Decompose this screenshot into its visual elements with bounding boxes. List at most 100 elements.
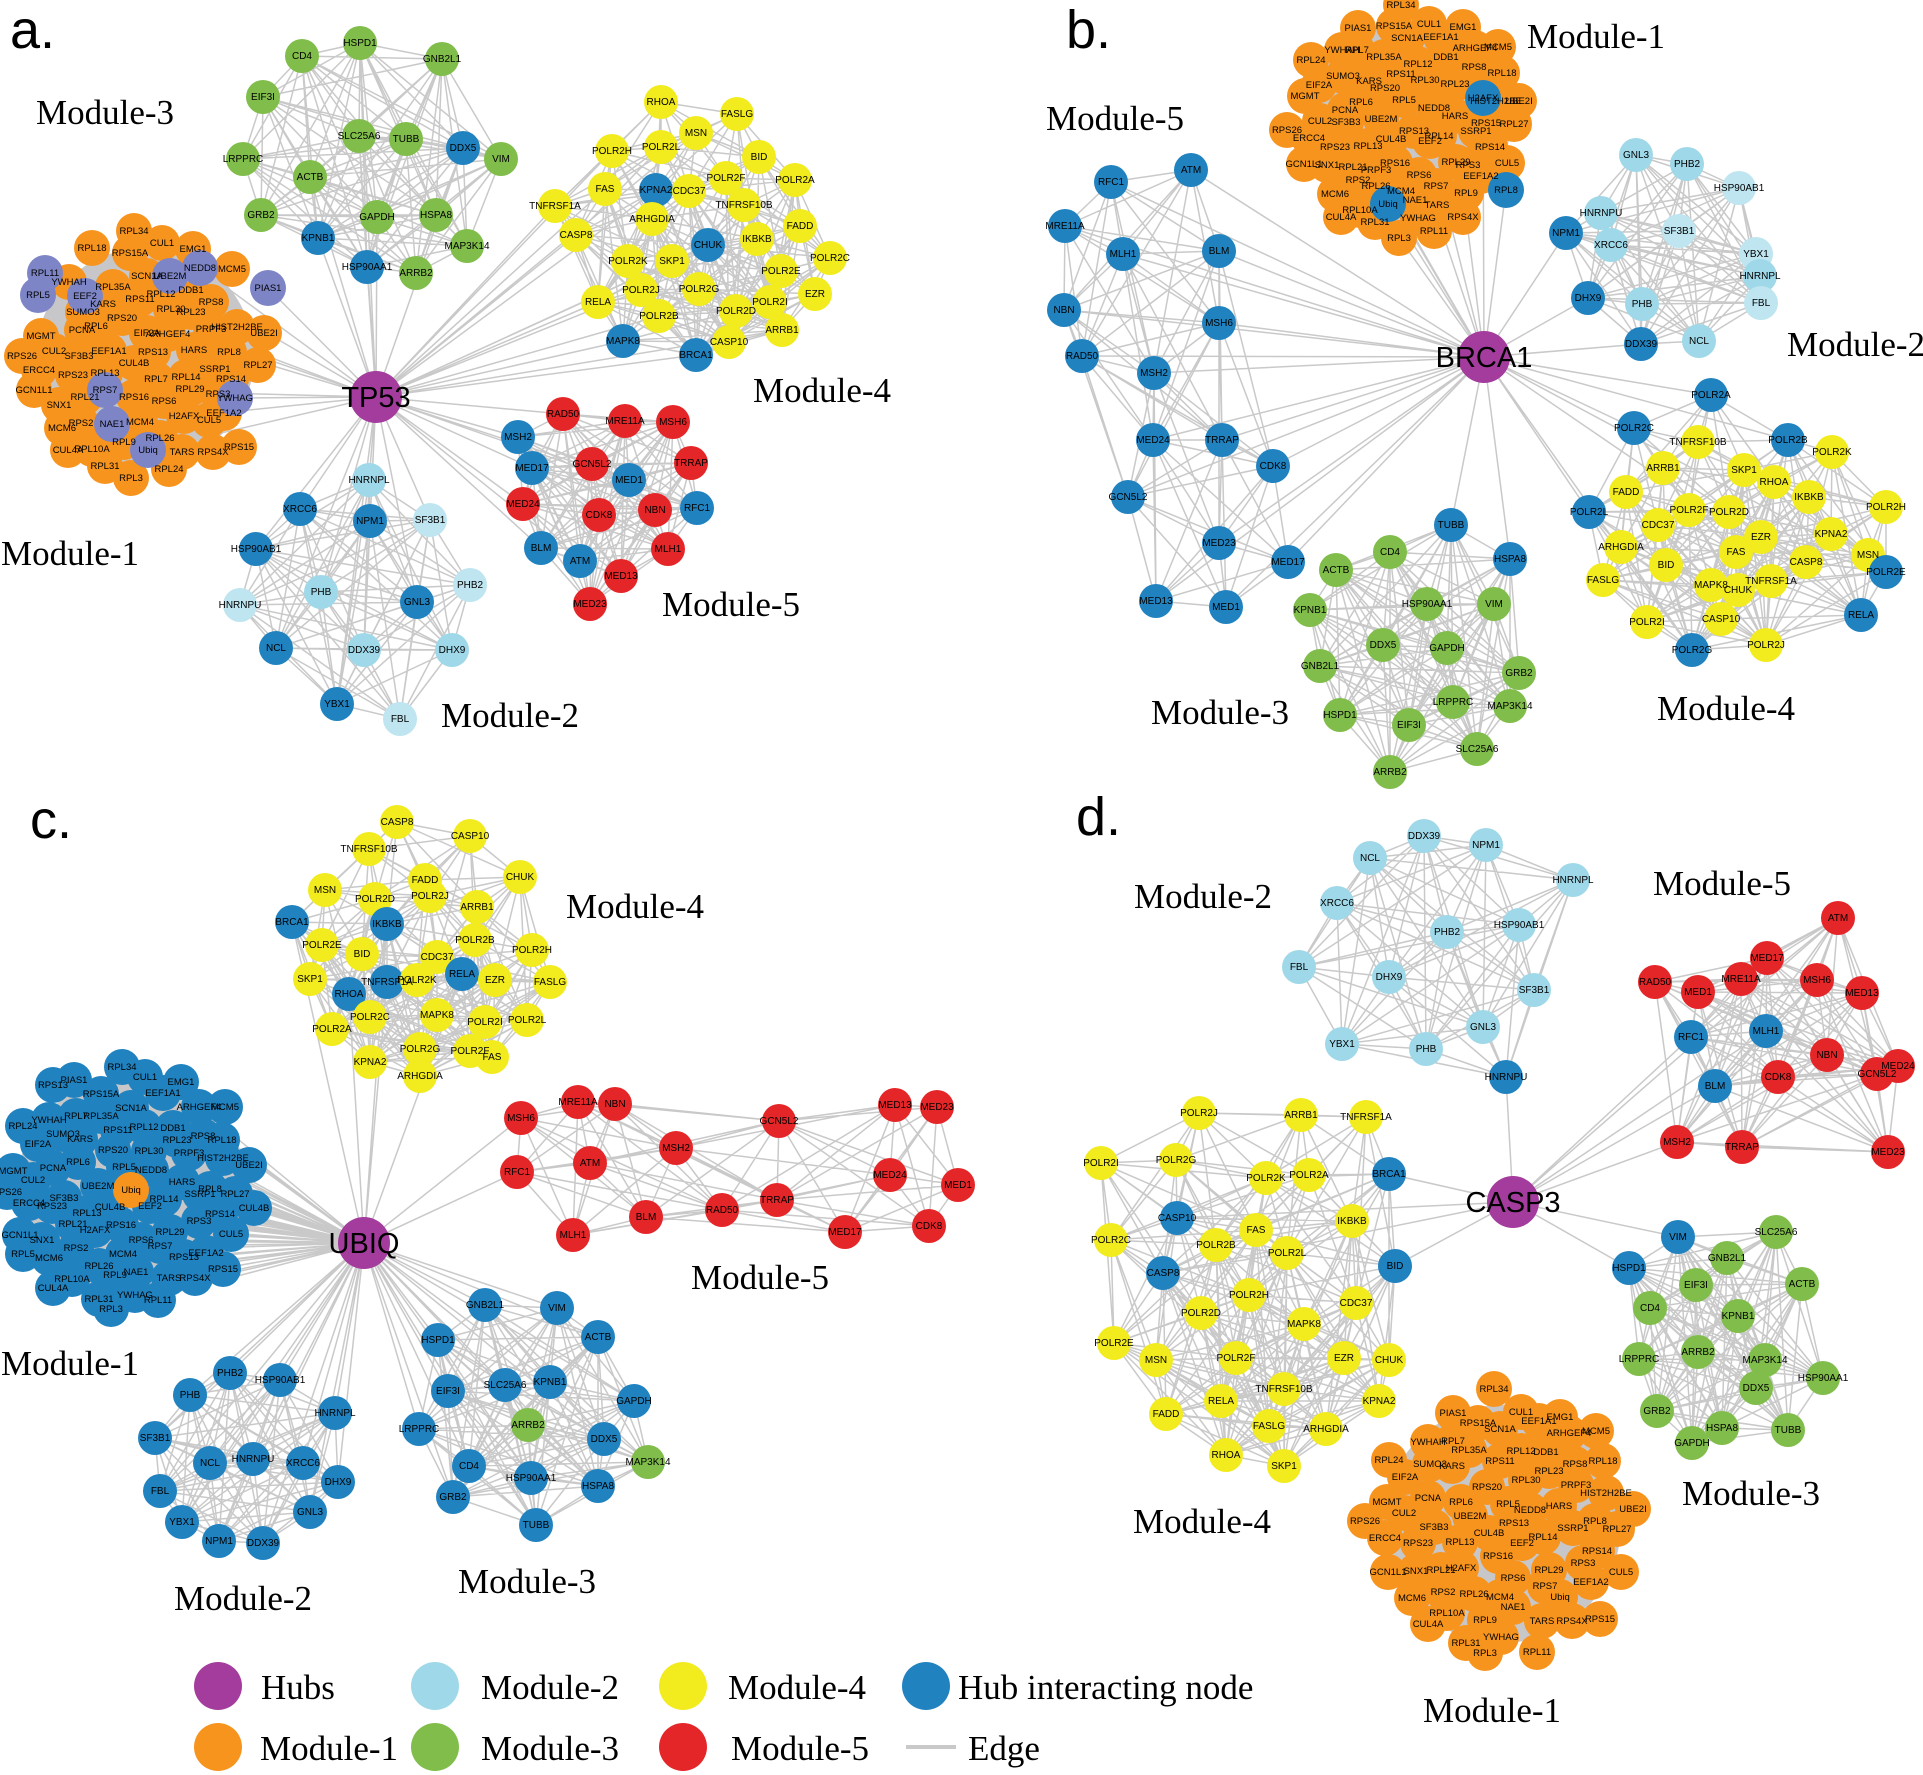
svg-text:MLH1: MLH1 [1753, 1026, 1780, 1037]
svg-text:SCN1A: SCN1A [115, 1103, 147, 1114]
svg-text:TNFRSF10B: TNFRSF10B [1669, 437, 1727, 448]
svg-text:DHX9: DHX9 [325, 1477, 352, 1488]
svg-text:Module-3: Module-3 [36, 93, 174, 132]
svg-text:ARHGEF4: ARHGEF4 [177, 1102, 222, 1113]
svg-text:RPS4X: RPS4X [197, 447, 229, 458]
svg-text:BRCA1: BRCA1 [275, 917, 309, 928]
svg-text:SCN1A: SCN1A [131, 271, 163, 282]
svg-text:POLR2L: POLR2L [642, 142, 681, 153]
svg-text:GNB2L1: GNB2L1 [1301, 661, 1340, 672]
svg-text:CASP10: CASP10 [451, 831, 490, 842]
svg-text:CD4: CD4 [1380, 547, 1400, 558]
svg-text:MCM5: MCM5 [1484, 42, 1512, 53]
svg-text:NPM1: NPM1 [1552, 228, 1580, 239]
svg-text:ERCC4: ERCC4 [1293, 133, 1325, 144]
svg-text:CDK8: CDK8 [586, 510, 613, 521]
svg-text:RPL21: RPL21 [58, 1219, 87, 1230]
svg-text:MSH2: MSH2 [1663, 1137, 1691, 1148]
svg-text:SNX1: SNX1 [1404, 1566, 1429, 1577]
svg-text:RPS2: RPS2 [64, 1243, 89, 1254]
svg-text:HSPD1: HSPD1 [1323, 710, 1357, 721]
svg-text:POLR2C: POLR2C [1091, 1235, 1131, 1246]
svg-text:CDC37: CDC37 [1340, 1298, 1373, 1309]
svg-text:KPNA2: KPNA2 [1363, 1396, 1396, 1407]
svg-text:RPL34: RPL34 [107, 1062, 136, 1073]
svg-text:RPL18: RPL18 [1487, 68, 1516, 79]
svg-text:Hub interacting node: Hub interacting node [958, 1668, 1253, 1707]
svg-text:Module-1: Module-1 [1, 534, 139, 573]
svg-text:SKP1: SKP1 [1731, 465, 1757, 476]
svg-text:EEF1A2: EEF1A2 [206, 408, 241, 419]
svg-text:VIM: VIM [1485, 599, 1503, 610]
svg-text:MAPK8: MAPK8 [1287, 1319, 1321, 1330]
svg-text:RPS11: RPS11 [1386, 69, 1415, 80]
svg-text:HSPA8: HSPA8 [1706, 1423, 1738, 1434]
svg-text:CHUK: CHUK [506, 872, 535, 883]
svg-text:IKBKB: IKBKB [742, 234, 772, 245]
svg-text:XRCC6: XRCC6 [1320, 898, 1354, 909]
svg-text:RPS13: RPS13 [169, 1252, 199, 1263]
svg-text:MCM5: MCM5 [211, 1102, 239, 1113]
svg-text:RPS8: RPS8 [199, 297, 224, 308]
svg-text:MLH1: MLH1 [560, 1230, 587, 1241]
svg-text:POLR2D: POLR2D [355, 894, 395, 905]
svg-text:UBE2M: UBE2M [154, 271, 187, 282]
svg-text:RPS7: RPS7 [1533, 1581, 1558, 1592]
svg-text:MED24: MED24 [506, 499, 540, 510]
svg-text:LRPPRC: LRPPRC [223, 154, 264, 165]
svg-text:RPS15A: RPS15A [112, 248, 149, 259]
svg-text:RPS23: RPS23 [1403, 1538, 1433, 1549]
svg-text:RPL24: RPL24 [8, 1121, 37, 1132]
svg-text:NAE1: NAE1 [1501, 1602, 1526, 1613]
svg-text:RFC1: RFC1 [684, 503, 711, 514]
svg-text:HSPA8: HSPA8 [420, 210, 452, 221]
svg-text:RPL21: RPL21 [70, 392, 99, 403]
svg-text:KPNB1: KPNB1 [534, 1377, 567, 1388]
svg-text:SLC25A6: SLC25A6 [1755, 1227, 1798, 1238]
svg-text:RPS6: RPS6 [1501, 1573, 1526, 1584]
svg-text:MED23: MED23 [1871, 1147, 1905, 1158]
svg-text:LRPPRC: LRPPRC [1619, 1354, 1660, 1365]
svg-text:RPL12: RPL12 [1403, 59, 1432, 70]
svg-text:RPL35A: RPL35A [95, 282, 131, 293]
svg-text:POLR2L: POLR2L [1268, 1248, 1307, 1259]
svg-text:DHX9: DHX9 [439, 645, 466, 656]
svg-text:NCL: NCL [1689, 336, 1709, 347]
svg-text:H2AFX: H2AFX [169, 411, 200, 422]
svg-text:RPL13: RPL13 [1445, 1537, 1474, 1548]
svg-text:KPNB1: KPNB1 [302, 233, 335, 244]
svg-text:FBL: FBL [1752, 298, 1771, 309]
svg-text:DDX39: DDX39 [1625, 339, 1658, 350]
svg-text:XRCC6: XRCC6 [1594, 240, 1628, 251]
svg-text:PIAS1: PIAS1 [255, 283, 282, 294]
svg-text:POLR2I: POLR2I [752, 297, 788, 308]
svg-text:NAE1: NAE1 [100, 419, 125, 430]
svg-text:RPL14: RPL14 [1424, 131, 1453, 142]
svg-text:ERCC4: ERCC4 [23, 365, 55, 376]
svg-text:POLR2D: POLR2D [716, 306, 756, 317]
svg-text:H2AFX: H2AFX [1468, 93, 1499, 104]
svg-text:ERCC4: ERCC4 [1369, 1533, 1401, 1544]
svg-text:Module-3: Module-3 [481, 1729, 619, 1768]
svg-text:CUL1: CUL1 [1417, 19, 1441, 30]
svg-text:FASLG: FASLG [1253, 1421, 1285, 1432]
svg-text:Module-5: Module-5 [731, 1729, 869, 1768]
svg-text:UBE2M: UBE2M [1454, 1511, 1487, 1522]
svg-text:RPL9: RPL9 [1454, 188, 1478, 199]
svg-text:MSH6: MSH6 [507, 1113, 535, 1124]
svg-text:UBE2I: UBE2I [250, 328, 277, 339]
svg-text:MED17: MED17 [1271, 557, 1305, 568]
svg-text:ARRB1: ARRB1 [765, 325, 799, 336]
svg-text:POLR2J: POLR2J [1180, 1108, 1218, 1119]
svg-text:EEF1A1: EEF1A1 [91, 346, 126, 357]
svg-text:CUL4B: CUL4B [1474, 1528, 1505, 1539]
svg-text:RPS26: RPS26 [7, 351, 37, 362]
svg-text:YWHAH: YWHAH [1410, 1437, 1446, 1448]
svg-text:SKP1: SKP1 [297, 974, 323, 985]
svg-text:SSRP1: SSRP1 [1557, 1523, 1588, 1534]
svg-text:ARRB1: ARRB1 [460, 902, 494, 913]
svg-text:RPL14: RPL14 [149, 1194, 178, 1205]
svg-text:RPL6: RPL6 [1349, 97, 1373, 108]
svg-text:RFC1: RFC1 [1678, 1032, 1705, 1043]
svg-text:RPL5: RPL5 [112, 1162, 136, 1173]
